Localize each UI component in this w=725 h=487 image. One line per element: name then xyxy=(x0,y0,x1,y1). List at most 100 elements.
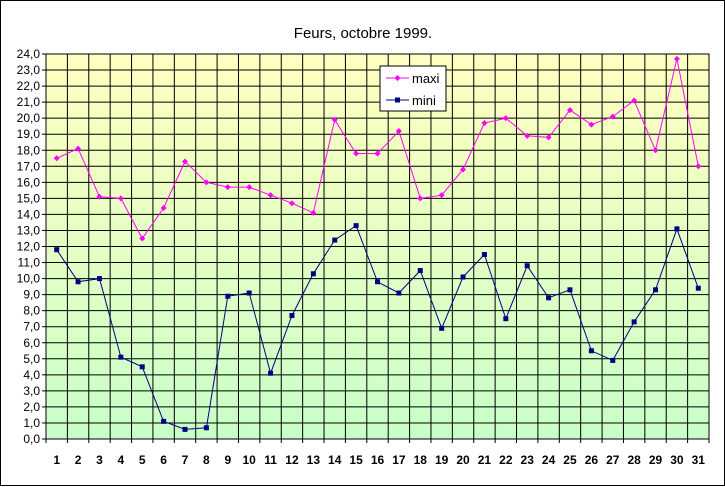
legend-marker-maxi xyxy=(394,75,401,81)
data-point-mini xyxy=(567,287,573,293)
data-point-mini xyxy=(54,247,60,253)
data-point-maxi xyxy=(588,121,595,128)
data-point-maxi xyxy=(288,200,295,207)
data-point-maxi xyxy=(502,115,509,122)
data-point-maxi xyxy=(182,158,189,165)
x-tick-label: 14 xyxy=(328,453,342,467)
data-point-mini xyxy=(182,426,188,432)
y-tick-label: 15,0 xyxy=(17,191,41,205)
data-point-maxi xyxy=(75,145,82,152)
data-point-mini xyxy=(439,325,445,331)
x-tick-label: 10 xyxy=(242,453,256,467)
data-point-mini xyxy=(75,279,81,285)
data-point-maxi xyxy=(117,195,124,202)
data-point-maxi xyxy=(566,107,573,114)
data-point-maxi xyxy=(609,113,616,120)
data-point-maxi xyxy=(631,97,638,104)
y-tick-label: 4,0 xyxy=(23,368,40,382)
x-tick-label: 23 xyxy=(521,453,535,467)
data-point-maxi xyxy=(481,119,488,126)
x-tick-label: 31 xyxy=(692,453,706,467)
y-tick-label: 19,0 xyxy=(17,127,41,141)
legend-marker-mini xyxy=(395,97,400,103)
data-point-mini xyxy=(96,276,102,282)
data-point-maxi xyxy=(395,128,402,134)
data-point-mini xyxy=(289,312,295,318)
data-point-mini xyxy=(524,263,530,269)
y-tick-label: 12,0 xyxy=(17,240,41,254)
data-point-maxi xyxy=(160,205,167,211)
data-point-maxi xyxy=(524,132,531,139)
x-tick-label: 9 xyxy=(224,453,231,467)
data-point-mini xyxy=(417,268,423,274)
data-point-maxi xyxy=(460,166,467,173)
y-tick-label: 24,0 xyxy=(17,47,41,61)
data-point-mini xyxy=(353,223,359,229)
x-tick-label: 25 xyxy=(563,453,577,467)
series-maxi xyxy=(53,55,702,242)
data-point-mini xyxy=(139,364,145,370)
x-tick-label: 1 xyxy=(53,453,60,467)
data-point-mini xyxy=(460,274,466,280)
data-point-mini xyxy=(653,287,659,293)
data-point-mini xyxy=(396,290,402,296)
data-point-maxi xyxy=(224,184,231,191)
x-tick-label: 28 xyxy=(627,453,641,467)
x-tick-label: 24 xyxy=(542,453,556,467)
data-point-mini xyxy=(695,285,701,291)
series-mini xyxy=(54,223,701,432)
x-tick-label: 26 xyxy=(585,453,599,467)
y-tick-label: 16,0 xyxy=(17,175,41,189)
legend-box xyxy=(379,65,447,112)
legend-label-mini: mini xyxy=(412,93,436,108)
y-tick-label: 6,0 xyxy=(23,336,40,350)
data-point-maxi xyxy=(353,150,360,157)
x-tick-label: 5 xyxy=(139,453,146,467)
x-tick-label: 27 xyxy=(606,453,620,467)
data-point-maxi xyxy=(545,134,552,141)
data-point-mini xyxy=(631,319,637,325)
y-tick-label: 14,0 xyxy=(17,207,41,221)
y-tick-label: 23,0 xyxy=(17,63,41,77)
data-point-mini xyxy=(375,279,380,285)
y-tick-label: 17,0 xyxy=(17,159,41,173)
x-tick-label: 21 xyxy=(478,453,492,467)
x-tick-label: 8 xyxy=(203,453,210,467)
data-point-maxi xyxy=(139,235,146,242)
data-point-maxi xyxy=(331,116,338,123)
data-point-mini xyxy=(118,354,124,360)
legend: maxi mini xyxy=(379,65,447,112)
data-point-mini xyxy=(161,418,167,424)
y-tick-label: 21,0 xyxy=(17,95,41,109)
data-point-maxi xyxy=(246,184,253,191)
data-point-maxi xyxy=(673,55,680,62)
y-tick-label: 8,0 xyxy=(23,304,40,318)
data-point-maxi xyxy=(417,195,424,202)
x-tick-label: 12 xyxy=(285,453,299,467)
y-tick-label: 10,0 xyxy=(17,272,41,286)
chart-title: Feurs, octobre 1999. xyxy=(294,25,432,42)
data-point-maxi xyxy=(310,209,317,216)
y-tick-label: 13,0 xyxy=(17,223,41,237)
x-tick-label: 29 xyxy=(649,453,663,467)
data-point-maxi xyxy=(695,163,702,170)
data-point-maxi xyxy=(53,155,60,162)
data-point-mini xyxy=(481,252,487,258)
x-axis-ticks: 1 2 3 4 5 6 7 8 9 10 11 12 13 14 15 16 17 18 19 20 21 22 23 24 2… xyxy=(45,439,710,467)
data-point-mini xyxy=(546,295,552,301)
y-tick-label: 11,0 xyxy=(18,256,41,270)
y-tick-label: 20,0 xyxy=(17,111,41,125)
data-point-maxi xyxy=(96,193,103,200)
x-tick-label: 6 xyxy=(160,453,167,467)
x-tick-label: 15 xyxy=(349,453,363,467)
y-tick-label: 2,0 xyxy=(23,400,40,414)
x-tick-label: 2 xyxy=(75,453,82,467)
data-point-maxi xyxy=(203,179,210,186)
data-point-mini xyxy=(588,348,594,354)
data-point-mini xyxy=(246,290,252,296)
x-tick-label: 22 xyxy=(499,453,513,467)
data-point-mini xyxy=(310,271,316,277)
x-tick-label: 11 xyxy=(264,453,277,467)
